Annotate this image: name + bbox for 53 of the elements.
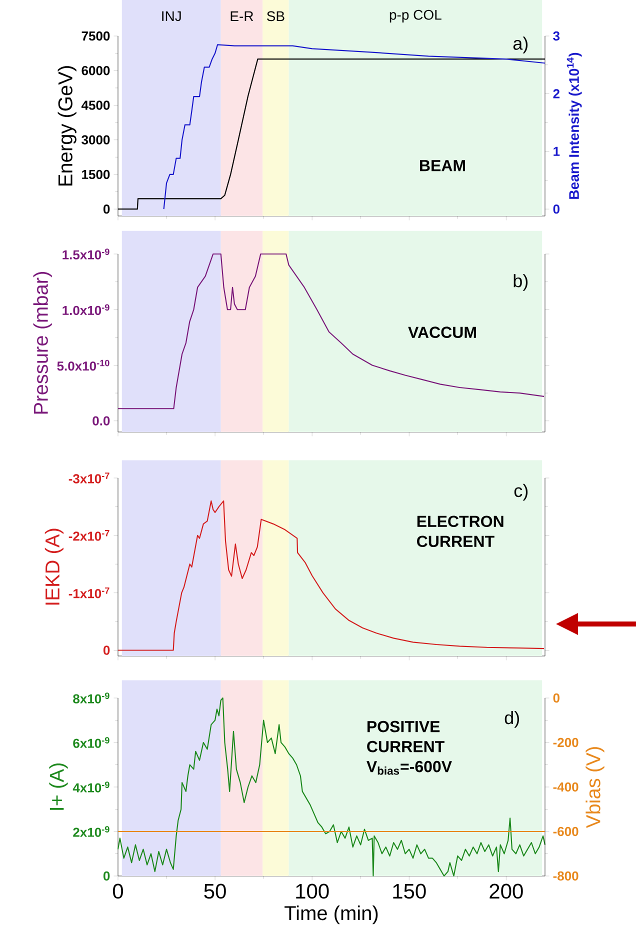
y-tick-label: -3x10$^{-7}$ <box>68 472 110 484</box>
annotation: ELECTRON CURRENT <box>417 516 504 548</box>
x-tick-label: 100 <box>296 884 329 899</box>
annotation: b) <box>514 274 528 291</box>
y-tick-label: 6000 <box>82 66 110 76</box>
y-tick-label: 2x10$^{-9}$ <box>73 826 110 837</box>
y-tick-label: 0 <box>103 871 110 881</box>
y2-axis-title: Beam Intensity (x10$^{14}$) <box>566 52 582 199</box>
y2-tick-label: 2 <box>553 89 560 98</box>
line-series <box>117 500 545 651</box>
x-tick-label: 150 <box>393 884 426 899</box>
y-tick-label: 1.0x10$^{-9}$ <box>62 304 110 316</box>
x-tick-label: 50 <box>204 884 226 899</box>
y-tick-label: 4500 <box>81 100 110 110</box>
annotation: c) <box>514 484 528 501</box>
y2-tick-label: -200 <box>553 738 578 748</box>
y-tick-label: 7500 <box>82 31 110 41</box>
y-tick-label: 0.0 <box>92 416 110 426</box>
y-tick-label: 1500 <box>82 170 110 180</box>
y-tick-label: -2x10$^{-7}$ <box>68 530 110 541</box>
y2-tick-label: -800 <box>553 871 578 881</box>
y-tick-label: 6x10$^{-9}$ <box>73 737 110 748</box>
y2-tick-label: -600 <box>553 826 578 836</box>
y-tick-label: 0 <box>103 204 110 214</box>
y2-axis-title: Vbias (V) <box>586 747 604 828</box>
band-label: INJ <box>162 11 181 22</box>
y-tick-label: 0 <box>103 646 110 655</box>
y-tick-label: 5.0x10$^{-10}$ <box>57 360 110 371</box>
y2-tick-label: -400 <box>553 782 578 792</box>
y-tick-label: 8x10$^{-9}$ <box>73 692 110 704</box>
annotation: BEAM <box>420 160 465 172</box>
x-tick-label: 0 <box>112 884 124 899</box>
y-tick-label: 3000 <box>82 135 110 144</box>
x-axis-title: Time (min) <box>284 906 378 924</box>
band-label: SB <box>267 11 284 22</box>
annotation: POSITIVE CURRENT V$_{bias}$=-600V <box>366 720 452 775</box>
band-label: E-R <box>230 11 254 22</box>
y2-tick-label: 0 <box>553 204 560 214</box>
y2-tick-label: 1 <box>554 146 560 156</box>
y2-tick-label: 3 <box>553 31 560 41</box>
y-axis-title: Pressure (mbar) <box>33 272 52 414</box>
y-tick-label: 1.5x10$^{-9}$ <box>62 248 110 260</box>
band-label: p-p COL <box>390 10 442 23</box>
y-tick-label: -1x10$^{-7}$ <box>68 587 110 598</box>
y-tick-label: 4x10$^{-9}$ <box>72 782 110 792</box>
annotation: VACCUM <box>408 326 476 338</box>
y-axis-title: IEKD (A) <box>44 528 64 605</box>
y-axis-title: I+ (A) <box>49 764 68 810</box>
annotation: a) <box>513 36 528 54</box>
annotation: d) <box>504 710 519 728</box>
x-tick-label: 200 <box>490 884 523 899</box>
y-axis-title: Energy (GeV) <box>58 66 76 186</box>
y2-tick-label: 0 <box>553 693 560 703</box>
